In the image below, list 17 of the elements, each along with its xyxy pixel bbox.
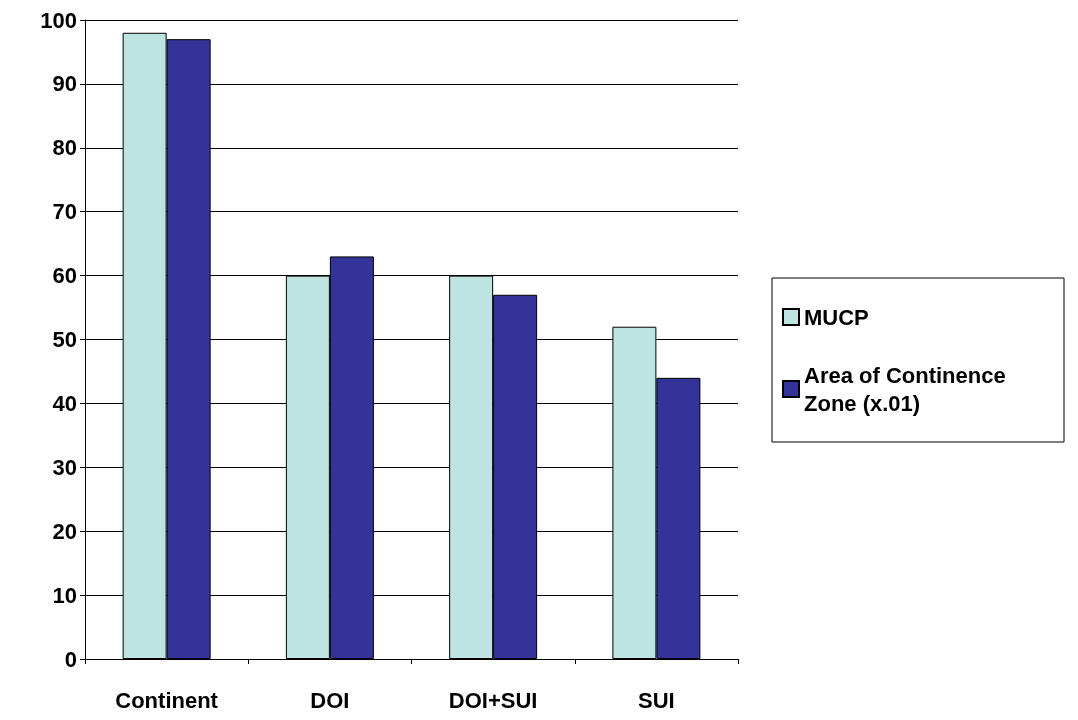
y-tick-label: 30 <box>52 454 77 480</box>
y-tick-label: 90 <box>52 71 77 97</box>
y-tick-label: 0 <box>64 646 77 672</box>
y-tick-label: 10 <box>52 582 77 608</box>
x-tick-label: SUI <box>638 687 675 713</box>
x-tick-label: DOI+SUI <box>448 687 538 713</box>
x-tick-label: DOI <box>310 687 350 713</box>
x-tick-label: Continent <box>115 687 219 713</box>
legend-label: Area of Continence Zone (x.01) <box>804 362 1012 416</box>
y-tick-label: 50 <box>52 327 77 352</box>
y-tick-label: 100 <box>40 7 77 33</box>
y-tick-label: 60 <box>52 263 77 289</box>
legend-label: MUCP <box>804 304 869 330</box>
y-tick-label: 70 <box>52 199 77 225</box>
y-tick-label: 40 <box>52 390 77 416</box>
y-tick-label: 80 <box>52 135 77 161</box>
y-tick-label: 20 <box>52 518 77 544</box>
